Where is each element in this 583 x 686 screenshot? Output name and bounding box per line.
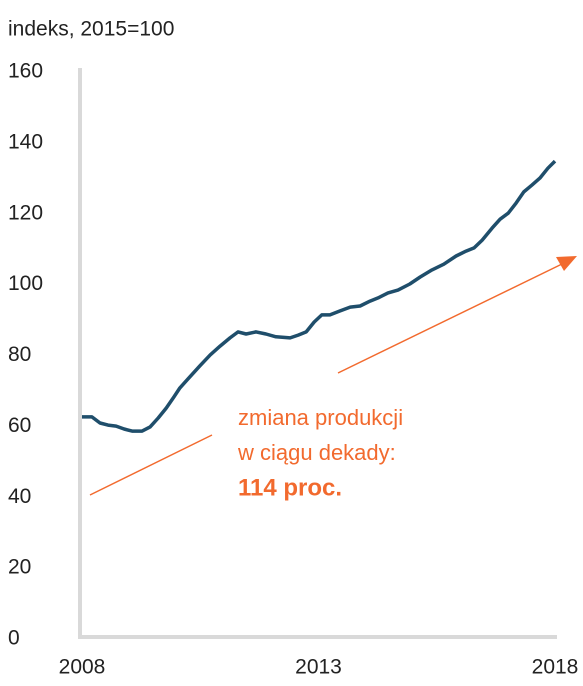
- y-tick-label: 140: [8, 130, 43, 153]
- annotation: w ciągu dekady:: [237, 440, 396, 465]
- y-tick-label: 80: [8, 343, 31, 366]
- data-line: [82, 159, 557, 433]
- trend-arrow: [337, 263, 563, 374]
- y-tick-label: 20: [8, 556, 31, 579]
- arrow-head: [556, 256, 577, 271]
- y-tick-label: 0: [8, 627, 20, 650]
- x-tick-label: 2008: [59, 656, 106, 679]
- chart-title: indeks, 2015=100: [8, 18, 174, 41]
- annotation: 114 proc.: [238, 474, 342, 501]
- x-tick-label: 2018: [532, 656, 579, 679]
- x-tick-label: 2013: [295, 656, 342, 679]
- y-tick-label: 160: [8, 60, 43, 83]
- y-tick-label: 120: [8, 201, 43, 224]
- annotation: zmiana produkcji: [238, 405, 403, 430]
- y-tick-label: 100: [8, 272, 43, 295]
- y-tick-label: 60: [8, 414, 31, 437]
- y-tick-label: 40: [8, 485, 31, 508]
- trend-arrow: [89, 434, 213, 496]
